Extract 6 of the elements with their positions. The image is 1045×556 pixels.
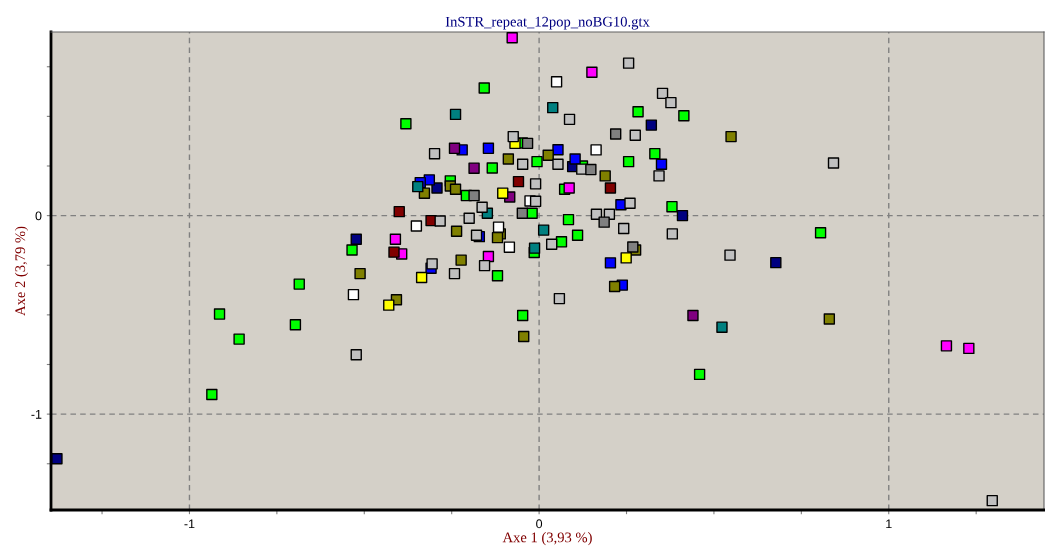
y-axis-title: Axe 2 (3,79 %) [14, 226, 29, 316]
x-tick-label: 1 [886, 519, 892, 529]
x-tick-label: -1 [184, 519, 195, 529]
chart-title: InSTR_repeat_12pop_noBG10.gtx [445, 16, 650, 30]
x-tick-label: 0 [536, 519, 543, 529]
x-axis-title: Axe 1 (3,93 %) [502, 532, 592, 546]
